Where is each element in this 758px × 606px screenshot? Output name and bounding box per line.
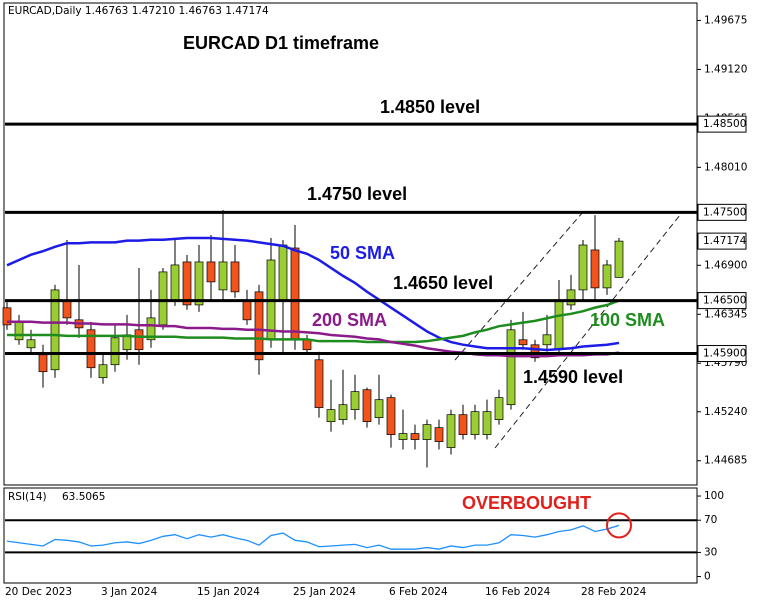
candle-body bbox=[374, 399, 384, 419]
candle-body bbox=[470, 411, 480, 435]
x-tick-label: 3 Jan 2024 bbox=[101, 586, 158, 598]
candle-body bbox=[422, 424, 432, 440]
candle-body bbox=[614, 240, 624, 278]
candle-body bbox=[146, 317, 156, 341]
candle-body bbox=[158, 271, 168, 326]
candle-body bbox=[350, 391, 360, 410]
candle-body bbox=[98, 364, 108, 379]
price-label: 1.47174 bbox=[703, 235, 747, 247]
y-tick-label: 0 bbox=[704, 571, 711, 583]
candle-body bbox=[566, 289, 576, 306]
candle-body bbox=[602, 264, 612, 289]
y-tick-label: 1.48010 bbox=[704, 161, 747, 173]
sma-line bbox=[6, 236, 620, 352]
candle-body bbox=[50, 289, 60, 371]
candle-body bbox=[530, 344, 540, 359]
candle-body bbox=[446, 414, 456, 448]
overbought-label: OVERBOUGHT bbox=[462, 493, 591, 513]
candle-body bbox=[86, 329, 96, 369]
level-label-box bbox=[697, 345, 747, 363]
candle-body bbox=[338, 404, 348, 420]
level-annotation: 1.4850 level bbox=[380, 97, 480, 117]
candle-body bbox=[290, 247, 300, 341]
level-label-box bbox=[697, 203, 747, 221]
chart-title: EURCAD D1 timeframe bbox=[183, 33, 379, 53]
y-tick-label: 1.45240 bbox=[704, 406, 747, 418]
candle-body bbox=[398, 433, 408, 440]
level-annotation: 1.4650 level bbox=[393, 273, 493, 293]
candle-body bbox=[410, 433, 420, 440]
candle-body bbox=[506, 329, 516, 406]
candle-body bbox=[482, 411, 492, 435]
candle-body bbox=[254, 291, 264, 361]
highlight-circle bbox=[606, 512, 632, 539]
trend-channel bbox=[454, 211, 584, 361]
main-panel bbox=[3, 2, 698, 486]
level-label: 1.48500 bbox=[703, 118, 746, 130]
candle-body bbox=[170, 264, 180, 301]
level-label: 1.47500 bbox=[703, 206, 746, 218]
candle-body bbox=[302, 339, 312, 351]
candle-body bbox=[110, 337, 120, 366]
x-tick-label: 25 Jan 2024 bbox=[293, 586, 356, 598]
candle-body bbox=[554, 299, 564, 351]
x-tick-label: 15 Jan 2024 bbox=[197, 586, 260, 598]
candle-body bbox=[14, 321, 24, 341]
candle-body bbox=[38, 354, 48, 373]
x-tick-label: 28 Feb 2024 bbox=[581, 586, 647, 598]
x-tick-label: 20 Dec 2023 bbox=[5, 586, 72, 598]
level-annotation: 1.4590 level bbox=[523, 367, 623, 387]
level-label-box bbox=[697, 115, 747, 133]
level-annotation: 1.4750 level bbox=[307, 184, 407, 204]
candle-body bbox=[218, 261, 228, 291]
sma-line bbox=[7, 320, 620, 358]
sma-line bbox=[7, 299, 620, 344]
y-tick-label: 1.49120 bbox=[704, 63, 747, 75]
level-label: 1.46500 bbox=[703, 295, 746, 307]
y-tick-label: 1.49675 bbox=[704, 14, 747, 26]
rsi-title: RSI(14) bbox=[8, 491, 47, 503]
rsi-panel bbox=[3, 487, 698, 584]
level-label-box bbox=[697, 292, 747, 310]
candle-body bbox=[590, 249, 600, 289]
candle-body bbox=[362, 389, 372, 422]
price-label-box bbox=[697, 232, 747, 250]
candle-body bbox=[206, 261, 216, 283]
candle-body bbox=[242, 299, 252, 321]
candle-body bbox=[578, 244, 588, 291]
y-tick-label: 1.46900 bbox=[704, 259, 747, 271]
rsi-value: 63.5065 bbox=[62, 491, 105, 503]
candle-body bbox=[386, 397, 396, 435]
candle-body bbox=[2, 307, 12, 326]
candle-body bbox=[194, 261, 204, 306]
sma-label: 50 SMA bbox=[330, 243, 395, 263]
rsi-line bbox=[6, 524, 620, 550]
candle-body bbox=[26, 339, 36, 349]
candle-body bbox=[458, 414, 468, 435]
candle-body bbox=[314, 359, 324, 408]
x-tick-label: 16 Feb 2024 bbox=[485, 586, 551, 598]
y-tick-label: 100 bbox=[704, 490, 724, 502]
level-label: 1.45900 bbox=[703, 348, 746, 360]
candle-body bbox=[434, 427, 444, 442]
candle-body bbox=[62, 299, 72, 319]
candle-body bbox=[326, 409, 336, 422]
y-tick-label: 70 bbox=[704, 514, 717, 526]
candle-body bbox=[542, 334, 552, 346]
y-tick-label: 30 bbox=[704, 546, 717, 558]
y-tick-label: 1.44685 bbox=[704, 455, 747, 467]
chart-header: EURCAD,Daily 1.46763 1.47210 1.46763 1.4… bbox=[8, 5, 269, 17]
sma-label: 100 SMA bbox=[590, 310, 665, 330]
candle-body bbox=[230, 261, 240, 293]
candle-body bbox=[494, 397, 504, 420]
y-tick-label: 1.46345 bbox=[704, 308, 747, 320]
sma-label: 200 SMA bbox=[312, 310, 387, 330]
candle-body bbox=[518, 339, 528, 346]
candle-body bbox=[278, 244, 288, 301]
candle-body bbox=[134, 329, 144, 351]
candle-body bbox=[182, 261, 192, 306]
x-tick-label: 6 Feb 2024 bbox=[389, 586, 448, 598]
